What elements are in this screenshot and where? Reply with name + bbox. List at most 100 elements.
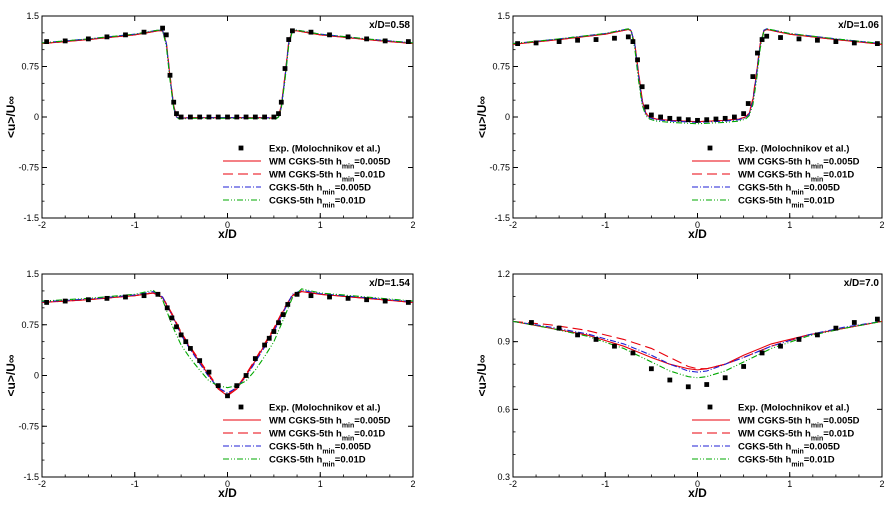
x-tick-label: -1: [131, 220, 139, 230]
exp-point: [533, 40, 539, 46]
legend-marker: [707, 404, 713, 410]
exp-point: [382, 298, 388, 304]
exp-point: [833, 39, 839, 44]
exp-point: [759, 350, 765, 356]
exp-point: [197, 358, 203, 364]
exp-point: [851, 320, 857, 325]
exp-point: [345, 295, 351, 301]
exp-point: [308, 29, 314, 35]
chart-panel-3: -2 -1 0 1 2 -1.5 -0.75 0 0.75 1.5 x/D <u>/U∞ x/D=1.5…: [4, 269, 416, 500]
exp-point: [759, 37, 765, 42]
exp-point: [169, 315, 175, 321]
exp-point: [741, 364, 747, 369]
exp-point: [141, 293, 147, 299]
y-tick-label: -1.5: [23, 213, 39, 223]
exp-point: [123, 294, 128, 300]
series-line-3: [513, 320, 882, 373]
y-tick-label: 0.6: [497, 404, 510, 414]
legend-label: Exp. (Molochnikov et al.): [269, 144, 380, 155]
legend-label: WM CGKS-5th hmin=0.01D: [269, 170, 385, 184]
panel-title: x/D=0.58: [369, 20, 410, 31]
y-axis-label: <u>/U∞: [4, 96, 18, 138]
exp-point: [308, 293, 314, 299]
y-tick-label: 0: [34, 112, 39, 122]
legend: Exp. (Molochnikov et al.) WM CGKS-5th hmi…: [223, 403, 391, 468]
exp-point: [874, 41, 880, 47]
exp-point: [695, 117, 700, 123]
x-tick-label: -2: [38, 220, 46, 230]
y-tick-label: 0.9: [497, 337, 510, 347]
exp-point: [276, 111, 281, 117]
series-line-2: [513, 28, 882, 123]
series-line-2: [513, 320, 882, 370]
x-tick-label: 1: [318, 479, 323, 489]
exp-point: [206, 369, 212, 375]
exp-point: [575, 332, 580, 338]
exp-point: [648, 112, 654, 118]
exp-point: [163, 32, 169, 38]
y-tick-label: 0.75: [21, 62, 39, 72]
x-axis-label: x/D: [218, 227, 237, 241]
y-tick-label: 1.5: [497, 11, 510, 21]
exp-point: [778, 343, 783, 349]
exp-point: [62, 298, 68, 304]
exp-point: [612, 343, 617, 349]
exp-point: [104, 34, 110, 40]
panel-title: x/D=1.54: [369, 278, 410, 289]
legend-marker: [238, 404, 244, 410]
exp-point: [345, 34, 351, 40]
x-tick-label: -2: [38, 479, 46, 489]
legend: Exp. (Molochnikov et al.) WM CGKS-5th hmi…: [223, 144, 391, 209]
exp-point: [234, 114, 240, 120]
legend-label: WM CGKS-5th hmin=0.005D: [269, 416, 391, 430]
exp-point: [327, 294, 332, 300]
legend-label: CGKS-5th hmin=0.005D: [269, 183, 371, 197]
legend: Exp. (Molochnikov et al.) WM CGKS-5th hmi…: [692, 144, 860, 210]
exp-point: [178, 114, 184, 120]
exp-point: [851, 40, 857, 46]
exp-point: [271, 114, 277, 120]
exp-point: [225, 393, 230, 399]
x-tick-label: 1: [318, 220, 323, 230]
exp-point: [155, 291, 161, 297]
y-tick-label: -1.5: [23, 472, 39, 482]
y-tick-label: -1.5: [494, 213, 510, 223]
exp-point: [405, 39, 411, 44]
legend-label: WM CGKS-5th hmin=0.01D: [269, 429, 385, 443]
exp-point: [612, 35, 617, 41]
exp-point: [141, 29, 147, 35]
legend-label: WM CGKS-5th hmin=0.005D: [738, 416, 860, 430]
legend-label: WM CGKS-5th hmin=0.01D: [738, 429, 854, 443]
exp-point: [667, 377, 673, 383]
exp-point: [206, 114, 212, 120]
exp-point: [556, 39, 562, 44]
exp-point: [874, 316, 880, 322]
exp-point: [290, 28, 295, 34]
exp-point: [160, 25, 165, 31]
legend-label: CGKS-5th hmin=0.01D: [738, 455, 835, 469]
exp-point: [648, 366, 654, 372]
series-line-2: [42, 290, 413, 396]
chart-panel-2: -2 -1 0 1 2 -1.5 -0.75 0 0.75 1.5 x/D <u>/U∞ x/D=1.0…: [475, 11, 885, 241]
legend-label: CGKS-5th hmin=0.005D: [269, 442, 371, 456]
legend-label: WM CGKS-5th hmin=0.005D: [269, 157, 391, 171]
exp-point: [667, 115, 673, 121]
exp-point: [167, 72, 173, 78]
y-tick-label: -0.75: [18, 421, 39, 431]
x-axis-label: x/D: [688, 227, 707, 241]
x-tick-label: 2: [410, 220, 415, 230]
legend-label: CGKS-5th hmin=0.01D: [738, 196, 835, 210]
series-line-3: [513, 28, 882, 123]
exp-point: [625, 34, 631, 40]
y-tick-label: 0: [505, 112, 510, 122]
exp-point: [85, 297, 91, 303]
y-tick-label: 1.2: [497, 269, 510, 279]
exp-point: [280, 312, 286, 317]
exp-point: [575, 37, 580, 43]
exp-point: [658, 114, 663, 120]
exp-point: [704, 382, 710, 387]
exp-point: [593, 337, 599, 342]
x-axis-label: x/D: [218, 486, 237, 500]
exp-point: [243, 373, 249, 378]
exp-point: [364, 297, 370, 303]
